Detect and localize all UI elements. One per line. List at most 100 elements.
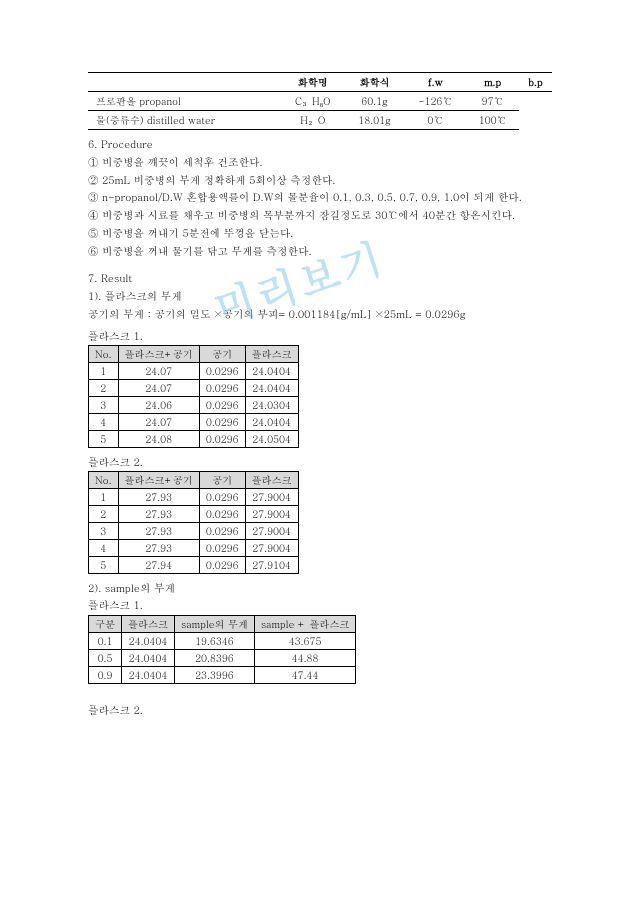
th: sample의 무게 [175,616,255,633]
cell: 0.0296 [199,379,245,396]
th: sample + 플라스크 [254,616,356,633]
table-row: 427.930.029627.9004 [89,539,299,556]
chem-header-fw: f.w [404,73,466,92]
cell: 24.0504 [245,430,298,447]
cell: 0.0296 [199,522,245,539]
cell: 24.08 [118,430,199,447]
cell: 3 [89,522,119,539]
th: 플라스크 [122,616,175,633]
table-row: 524.080.029624.0504 [89,430,299,447]
th: 플라스크 [245,471,298,488]
cell: 27.9004 [245,539,298,556]
cell: 27.9104 [245,556,298,573]
th: 구분 [89,616,122,633]
cell: distilled water [144,113,216,127]
th: 플라스크+공기 [118,345,199,362]
cell: 24.0404 [245,362,298,379]
th: 플라스크 [245,345,298,362]
th: 공기 [199,471,245,488]
sample-table: 구분 플라스크 sample의 무게 sample + 플라스크 0.124.0… [88,615,356,684]
cell: 24.07 [118,379,199,396]
table-row: 527.940.029627.9104 [89,556,299,573]
th: 플라스크+공기 [118,471,199,488]
cell: -126℃ [404,92,466,111]
procedure-step: ③ n-propanol/D.W 혼합용액를이 D.W의 몰분율이 0.1, 0… [88,189,552,205]
result-title: 7. Result [88,270,552,286]
cell: H₂O [281,111,345,130]
cell: 24.0404 [122,667,175,684]
cell: 1 [89,362,119,379]
cell: 0.0296 [199,505,245,522]
table-row: 프로판올 propanol C₃H₈O 60.1g -126℃ 97℃ [88,92,552,111]
table-row: 0.924.040423.399647.44 [89,667,356,684]
th: No. [89,345,119,362]
cell: 2 [89,379,119,396]
cell: 2 [89,505,119,522]
cell: 24.0404 [122,633,175,650]
result-sub2: 2). sample의 무게 [88,580,552,596]
cell: 24.0404 [245,379,298,396]
cell: 43.675 [254,633,356,650]
flask2-label: 플라스크 2. [88,454,552,469]
table-row: 327.930.029627.9004 [89,522,299,539]
cell: 27.94 [118,556,199,573]
cell: 23.3996 [175,667,255,684]
cell: 24.0404 [245,413,298,430]
sample-flask1-label: 플라스크 1. [88,597,552,613]
table-row: 0.124.040419.634643.675 [89,633,356,650]
cell: 97℃ [466,92,519,111]
table-row: 324.060.029624.0304 [89,396,299,413]
sample-flask2-label: 플라스크 2. [88,702,552,718]
cell: 24.06 [118,396,199,413]
cell: 27.93 [118,505,199,522]
cell: 0.0296 [199,556,245,573]
cell: 24.0304 [245,396,298,413]
cell: 27.9004 [245,488,298,505]
flask1-table: No. 플라스크+공기 공기 플라스크 124.070.029624.0404 … [88,345,299,448]
cell: 27.93 [118,488,199,505]
chem-header-mp: m.p [466,73,519,92]
table-row: 224.070.029624.0404 [89,379,299,396]
cell: 47.44 [254,667,356,684]
cell: propanol [136,94,181,108]
cell: 1 [89,488,119,505]
th: 공기 [199,345,245,362]
cell: 19.6346 [175,633,255,650]
cell: 0.0296 [199,488,245,505]
cell: 프로판올 [96,94,136,108]
cell: 24.07 [118,413,199,430]
cell: 44.88 [254,650,356,667]
cell: 27.9004 [245,505,298,522]
cell: 물(증류수) [96,113,144,127]
page-content: 화학명 화학식 f.w m.p b.p 프로판올 propanol C₃H₈O … [0,0,640,760]
cell: 5 [89,556,119,573]
chem-header-bp: b.p [519,73,552,92]
cell: 3 [89,396,119,413]
chem-header-blank [88,73,281,92]
procedure-step: ② 25mL 비중병의 무게 정확하게 5회이상 측정한다. [88,172,552,188]
cell: 27.9004 [245,522,298,539]
procedure-step: ⑥ 비중병을 꺼내 물기를 닦고 무게를 측정한다. [88,243,552,259]
cell: 0.1 [89,633,122,650]
cell: 0℃ [404,111,466,130]
procedure-step: ④ 비중병과 시료를 채우고 비중병의 목부분까지 잠길정도로 30℃에서 40… [88,207,552,223]
table-row: 124.070.029624.0404 [89,362,299,379]
chem-header-name: 화학명 [281,73,345,92]
cell: 5 [89,430,119,447]
cell: 4 [89,539,119,556]
cell: 0.0296 [199,396,245,413]
table-row: 424.070.029624.0404 [89,413,299,430]
cell: 27.93 [118,522,199,539]
cell: 27.93 [118,539,199,556]
cell: 0.5 [89,650,122,667]
procedure-step: ⑤ 비중병을 꺼내기 5분전에 뚜껑을 닫는다. [88,225,552,241]
cell: 24.0404 [122,650,175,667]
flask2-table: No. 플라스크+공기 공기 플라스크 127.930.029627.9004 … [88,471,299,574]
cell: 20.8396 [175,650,255,667]
cell: 0.0296 [199,413,245,430]
table-row: 0.524.040420.839644.88 [89,650,356,667]
table-row: 127.930.029627.9004 [89,488,299,505]
air-weight-line: 공기의 무게 : 공기의 밀도 ×공기의 부피= 0.001184[g/mL] … [88,306,552,322]
procedure-step: ① 비중병을 깨끗이 세척후 건조한다. [88,154,552,170]
cell: C₃H₈O [281,92,345,111]
